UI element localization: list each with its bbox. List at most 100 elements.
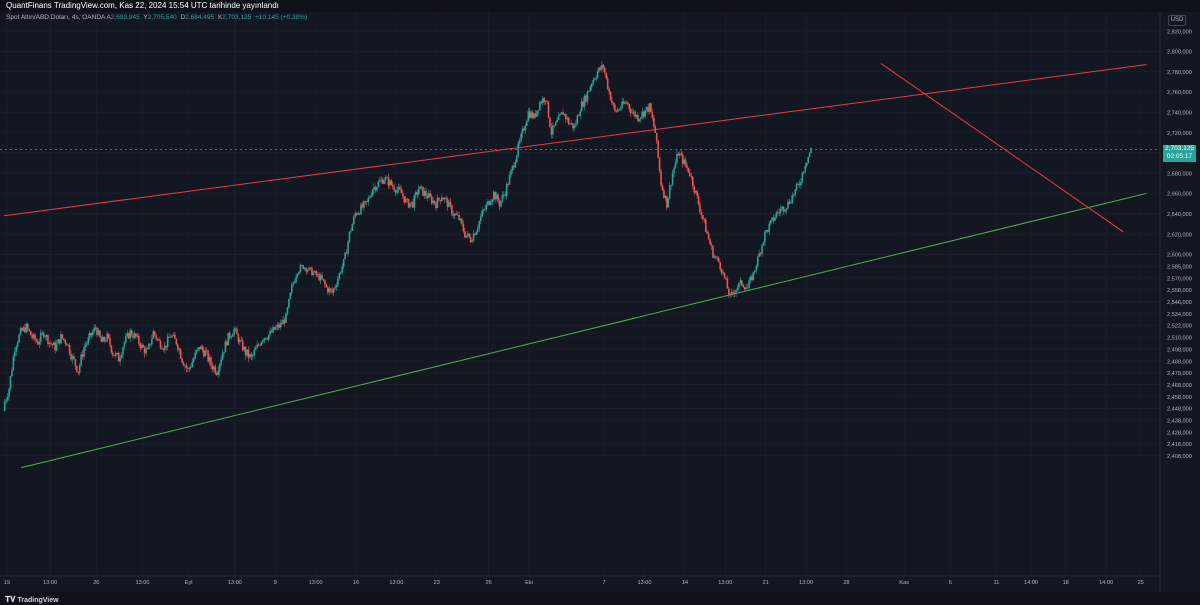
candle xyxy=(580,98,583,112)
candle xyxy=(487,199,489,207)
candle xyxy=(710,242,713,250)
trendline[interactable] xyxy=(3,63,1147,217)
candle xyxy=(425,187,427,200)
candle xyxy=(231,332,234,337)
trendlines[interactable] xyxy=(3,63,1147,469)
candle xyxy=(689,169,691,178)
candle xyxy=(567,116,570,126)
candle xyxy=(122,346,124,359)
candle xyxy=(733,289,736,298)
candle xyxy=(230,335,232,340)
candle xyxy=(227,332,230,346)
candle xyxy=(785,208,788,214)
candle xyxy=(645,106,648,114)
trendline[interactable] xyxy=(880,63,1124,233)
candle xyxy=(325,283,328,288)
candle xyxy=(536,110,538,118)
candle xyxy=(159,338,162,350)
time-tick-label: 21 xyxy=(763,580,769,586)
time-tick-label: 25 xyxy=(1138,580,1144,586)
candle xyxy=(782,206,785,215)
candle xyxy=(435,201,437,212)
candle xyxy=(192,356,195,364)
candle xyxy=(777,208,779,216)
candle xyxy=(368,195,371,200)
candle xyxy=(18,333,20,344)
time-axis[interactable]: 19 13:00 26 13:00 Eyl 13:00 9 13:00 16 13:00 23 26 E… xyxy=(0,575,1160,586)
candle xyxy=(445,195,447,203)
candle xyxy=(576,113,579,126)
candle xyxy=(554,121,557,126)
candle xyxy=(807,156,809,164)
candle xyxy=(759,251,762,257)
price-tick-label: 2,428,000 xyxy=(1167,430,1192,436)
candle xyxy=(625,100,628,105)
candle xyxy=(194,349,196,360)
candle xyxy=(168,333,170,338)
candle xyxy=(504,191,507,198)
candle xyxy=(185,362,188,373)
candle xyxy=(474,233,476,236)
price-axis[interactable]: 2,820,000 2,800,000 2,780,000 2,760,000 2,74… xyxy=(1159,12,1200,592)
trendline[interactable] xyxy=(21,192,1147,469)
candle xyxy=(396,186,398,196)
candle xyxy=(246,349,248,357)
candle xyxy=(350,228,352,234)
candle xyxy=(728,286,730,298)
candle xyxy=(416,189,419,199)
candle xyxy=(612,101,615,109)
candle xyxy=(627,101,629,107)
candle xyxy=(743,286,746,292)
candle xyxy=(765,229,768,234)
candle xyxy=(579,109,582,119)
candle xyxy=(742,283,745,289)
symbol-legend: Spot Altın/ABD Doları, 4s, OANDA A2,693,… xyxy=(6,14,309,21)
currency-button[interactable]: USD xyxy=(1168,15,1186,26)
candle xyxy=(51,343,54,349)
candle xyxy=(52,341,55,346)
candle xyxy=(301,264,303,267)
candle xyxy=(544,100,547,106)
candle xyxy=(252,353,254,361)
candle xyxy=(559,113,561,117)
tradingview-brand[interactable]: 𝐓𝐕 TradingView xyxy=(5,595,59,605)
candle xyxy=(722,269,724,276)
candle xyxy=(378,176,381,183)
candle xyxy=(19,326,22,336)
candle xyxy=(140,342,143,351)
candle xyxy=(772,214,775,224)
price-tick-label: 2,478,000 xyxy=(1167,371,1192,377)
candle xyxy=(256,340,258,349)
candle xyxy=(298,270,300,275)
candle xyxy=(363,199,365,212)
candle xyxy=(367,195,370,206)
candle xyxy=(766,229,769,234)
candle xyxy=(477,224,479,234)
candle xyxy=(37,338,39,346)
candle xyxy=(547,101,550,119)
candle xyxy=(537,109,540,115)
candle xyxy=(177,343,179,353)
price-tick-label: 2,640,000 xyxy=(1167,212,1192,218)
candle xyxy=(341,263,344,275)
candle xyxy=(703,218,706,224)
candle xyxy=(211,361,214,373)
candle xyxy=(239,337,241,346)
candle xyxy=(93,324,95,334)
candle xyxy=(453,212,456,220)
symbol-name[interactable]: Spot Altın/ABD Doları, 4s, OANDA xyxy=(6,14,105,21)
candle xyxy=(771,217,773,223)
candle xyxy=(61,334,64,340)
candle xyxy=(598,67,600,73)
candle xyxy=(706,229,708,234)
candle xyxy=(205,347,208,356)
candle xyxy=(35,338,38,343)
candle xyxy=(187,366,189,373)
candle xyxy=(583,94,586,111)
candle xyxy=(663,187,665,199)
candle xyxy=(609,91,612,101)
chart-grid xyxy=(0,12,1160,576)
candle xyxy=(422,186,424,197)
candle xyxy=(507,182,509,188)
